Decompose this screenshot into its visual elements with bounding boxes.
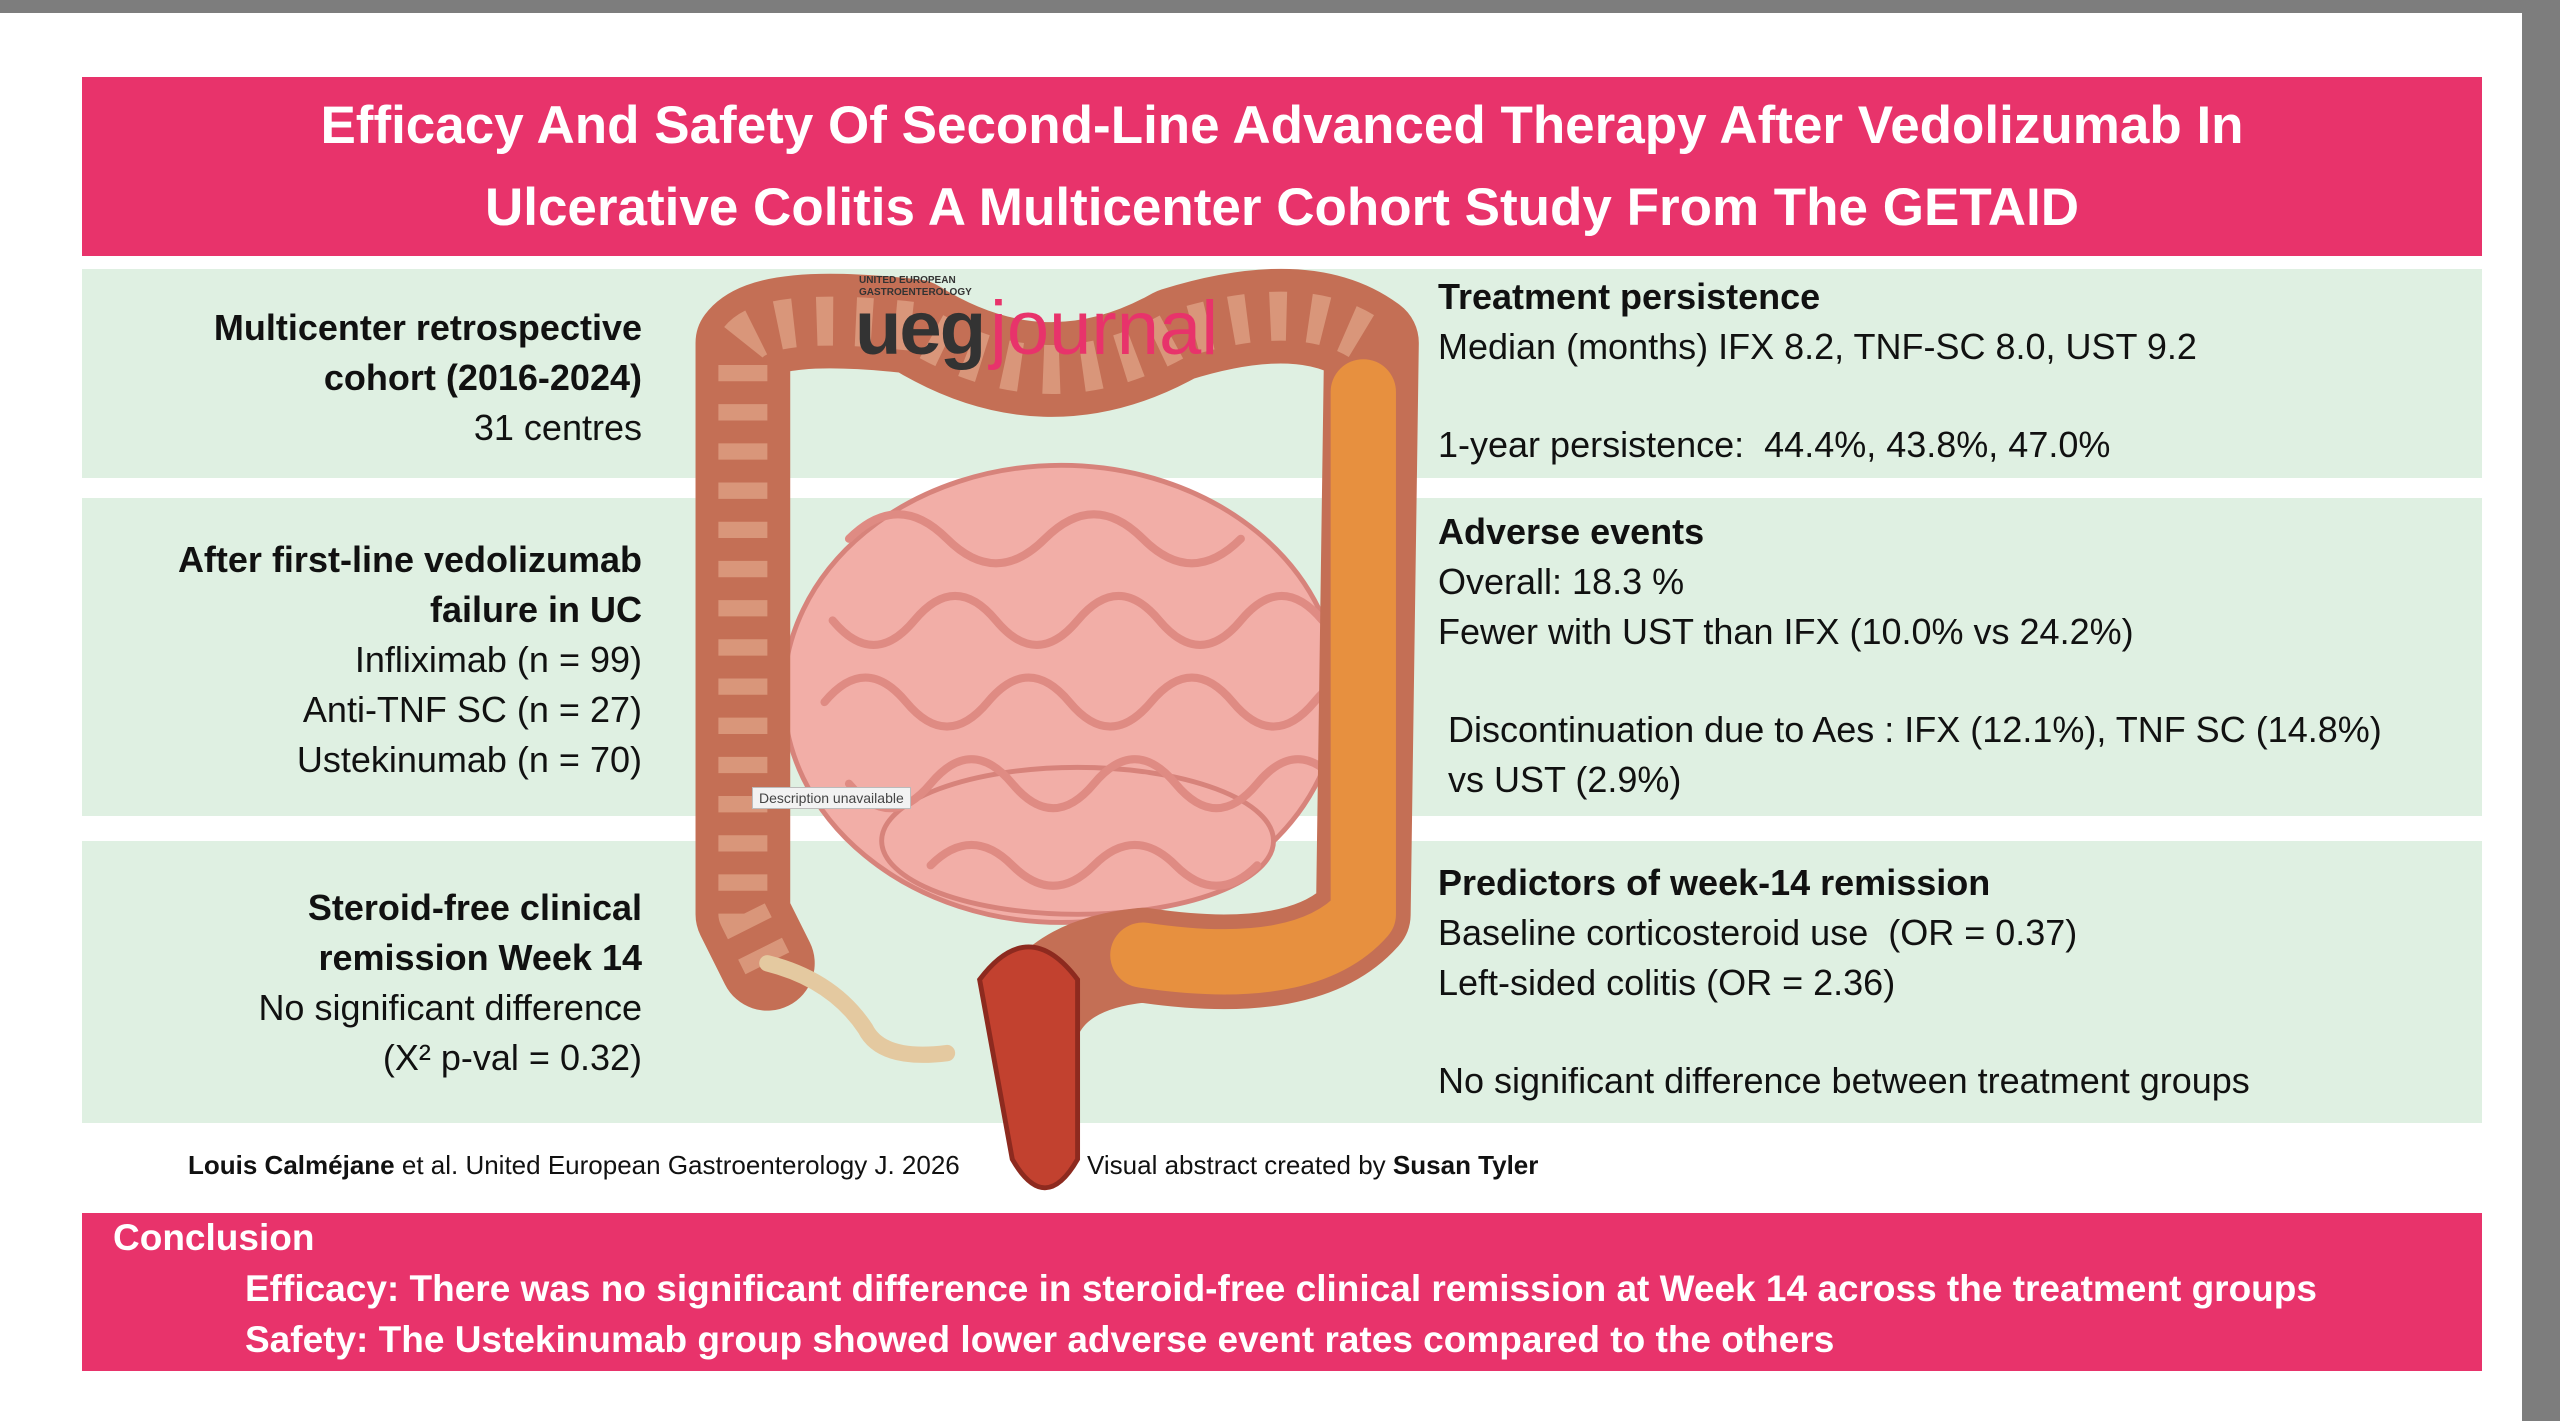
logo-small-line: GASTROENTEROLOGY <box>859 287 972 298</box>
title-banner: Efficacy And Safety Of Second-Line Advan… <box>82 77 2482 256</box>
panel-heading: Adverse events <box>1438 511 1705 552</box>
panel-heading: Steroid-free clinical <box>307 887 642 928</box>
credit-author: Louis Calméjane <box>188 1150 395 1180</box>
panel-line: (X² p-val = 0.32) <box>382 1037 642 1078</box>
panel-line: Infliximab (n = 99) <box>354 639 642 680</box>
conclusion-heading: Conclusion <box>113 1217 315 1258</box>
credit-right: Visual abstract created by Susan Tyler <box>1087 1150 1538 1181</box>
right-block: Predictors of week-14 remission Baseline … <box>1438 858 2250 1106</box>
logo: UNITED EUROPEAN GASTROENTEROLOGY ueg jou… <box>855 275 1245 371</box>
logo-brand: ueg <box>855 286 986 371</box>
panel-line: Fewer with UST than IFX (10.0% vs 24.2%) <box>1438 611 2134 652</box>
panel-line: Anti-TNF SC (n = 27) <box>302 689 642 730</box>
panel-line: 1-year persistence: 44.4%, 43.8%, 47.0% <box>1438 424 2111 465</box>
panel-heading: Multicenter retrospective <box>213 307 642 348</box>
conclusion-line: Efficacy: There was no significant diffe… <box>245 1268 2317 1309</box>
panel-line: vs UST (2.9%) <box>1448 759 1682 800</box>
spacer <box>1438 1008 2250 1056</box>
right-block: Adverse events Overall: 18.3 % Fewer with … <box>1438 507 2382 805</box>
credit-creator: Susan Tyler <box>1392 1150 1539 1180</box>
credit-left: Louis Calméjane et al. United European G… <box>188 1150 960 1181</box>
panel-line: Baseline corticosteroid use (OR = 0.37) <box>1438 912 2078 953</box>
left-block: Multicenter retrospective cohort (2016-20… <box>214 303 642 453</box>
panel-line: Left-sided colitis (OR = 2.36) <box>1438 962 1896 1003</box>
title-line: Efficacy And Safety Of Second-Line Advan… <box>320 95 2244 155</box>
panel-heading: remission Week 14 <box>318 937 642 978</box>
conclusion-banner: Conclusion Efficacy: There was no signif… <box>82 1213 2482 1371</box>
spacer <box>1438 372 2197 420</box>
left-block: After first-line vedolizumab failure in U… <box>178 535 642 785</box>
panel-heading: cohort (2016-2024) <box>323 357 642 398</box>
credit-citation: et al. United European Gastroenterology … <box>401 1150 960 1180</box>
panel-heading: failure in UC <box>429 589 642 630</box>
panel-line: No significant difference <box>258 987 642 1028</box>
panel-line: 31 centres <box>473 407 642 448</box>
panel-line: Median (months) IFX 8.2, TNF-SC 8.0, UST… <box>1438 326 2197 367</box>
panel-heading: Predictors of week-14 remission <box>1438 862 1991 903</box>
panel-heading: After first-line vedolizumab <box>177 539 642 580</box>
panel-heading: Treatment persistence <box>1438 276 1821 317</box>
panel-line: Overall: 18.3 % <box>1438 561 1685 602</box>
title-line: Ulcerative Colitis A Multicenter Cohort … <box>484 177 2080 237</box>
logo-name: journal <box>990 286 1219 371</box>
panel-line: No significant difference between treatm… <box>1438 1060 2250 1101</box>
logo-small-line: UNITED EUROPEAN <box>859 275 956 286</box>
panel-line: Discontinuation due to Aes : IFX (12.1%)… <box>1448 709 2382 750</box>
logo-small: UNITED EUROPEAN GASTROENTEROLOGY <box>859 275 972 299</box>
left-block: Steroid-free clinical remission Week 14 No… <box>258 883 642 1083</box>
image-caption: Description unavailable <box>752 787 911 809</box>
spacer <box>1438 657 2382 705</box>
right-block: Treatment persistence Median (months) IFX… <box>1438 272 2197 470</box>
credit-label: Visual abstract created by <box>1087 1150 1386 1180</box>
conclusion-line: Safety: The Ustekinumab group showed low… <box>245 1319 1835 1360</box>
panel-line: Ustekinumab (n = 70) <box>296 739 642 780</box>
